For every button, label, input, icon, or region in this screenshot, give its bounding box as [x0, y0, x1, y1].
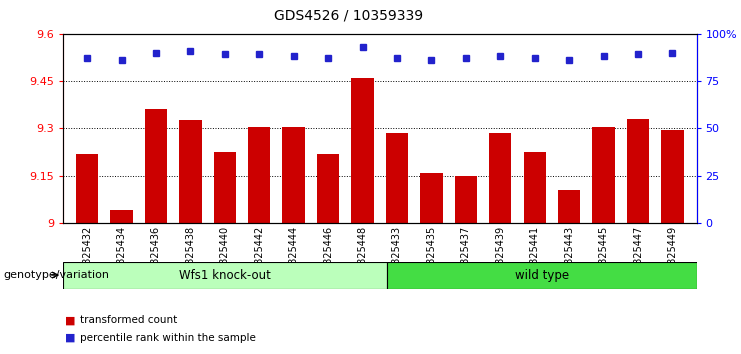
- Text: percentile rank within the sample: percentile rank within the sample: [80, 333, 256, 343]
- Bar: [213, 152, 236, 223]
- Bar: [282, 127, 305, 223]
- Bar: [248, 127, 270, 223]
- Text: ■: ■: [65, 315, 76, 325]
- Bar: [387, 262, 697, 289]
- Bar: [592, 127, 615, 223]
- Bar: [455, 176, 477, 223]
- Bar: [110, 210, 133, 223]
- Bar: [144, 109, 167, 223]
- Bar: [627, 119, 649, 223]
- Bar: [351, 78, 373, 223]
- Bar: [661, 130, 684, 223]
- Bar: [420, 172, 442, 223]
- Bar: [558, 190, 580, 223]
- Bar: [76, 154, 99, 223]
- Bar: [386, 133, 408, 223]
- Text: transformed count: transformed count: [80, 315, 177, 325]
- Text: GDS4526 / 10359339: GDS4526 / 10359339: [273, 9, 423, 23]
- Bar: [489, 133, 511, 223]
- Text: genotype/variation: genotype/variation: [4, 270, 110, 280]
- Bar: [317, 154, 339, 223]
- Bar: [524, 152, 546, 223]
- Bar: [179, 120, 202, 223]
- Text: ■: ■: [65, 333, 76, 343]
- Text: wild type: wild type: [514, 269, 568, 282]
- Text: Wfs1 knock-out: Wfs1 knock-out: [179, 269, 270, 282]
- Bar: [63, 262, 387, 289]
